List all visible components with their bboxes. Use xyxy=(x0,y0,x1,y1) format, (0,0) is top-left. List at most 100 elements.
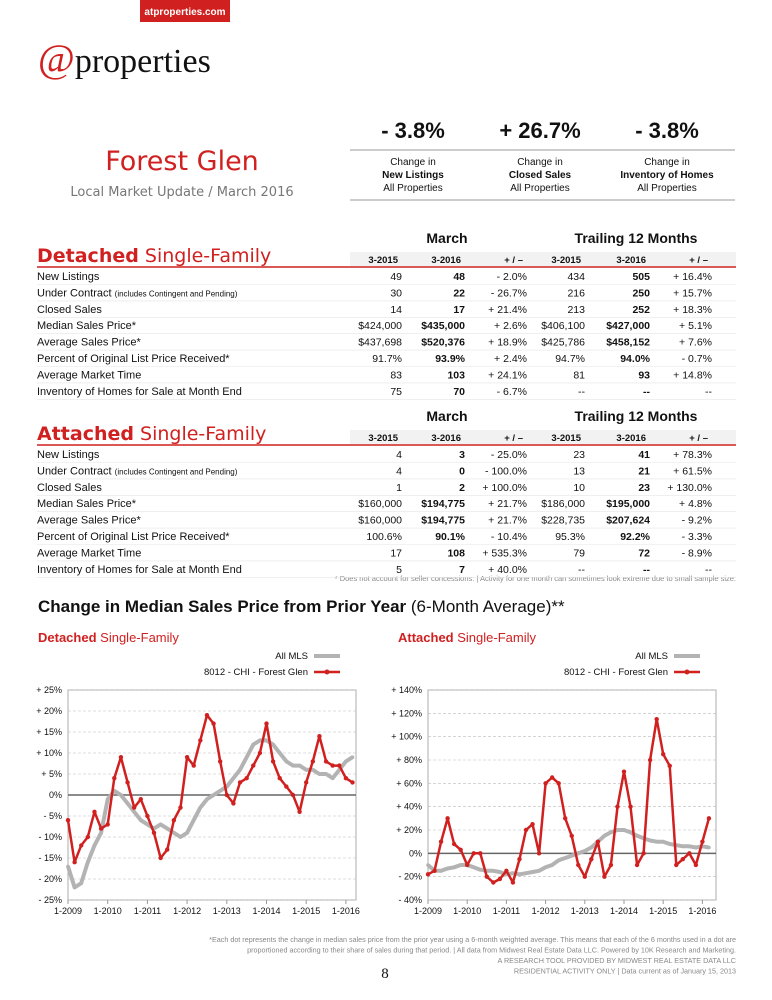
series-dot xyxy=(290,792,296,798)
series-dot xyxy=(524,871,528,875)
cell: + 4.8% xyxy=(679,498,712,510)
series-dot xyxy=(145,822,150,827)
series-dot xyxy=(284,759,289,764)
row-label-text: Inventory of Homes for Sale at Month End xyxy=(37,564,242,576)
x-tick-label: 1-2010 xyxy=(453,906,481,916)
series-dot xyxy=(277,776,282,781)
y-tick-label: + 5% xyxy=(41,769,62,779)
legend-label: All MLS xyxy=(275,651,308,662)
table-title-rest: Single-Family xyxy=(145,245,271,267)
legend-dot xyxy=(684,669,690,675)
series-dot xyxy=(478,867,483,872)
y-tick-label: - 10% xyxy=(38,832,62,842)
series-dot xyxy=(517,872,522,877)
series-dot xyxy=(556,781,561,786)
page-title: Forest Glen xyxy=(105,146,259,177)
cell: 17 xyxy=(453,304,465,316)
cell: 70 xyxy=(453,386,465,398)
footer-line: RESIDENTIAL ACTIVITY ONLY | Data current… xyxy=(514,967,736,976)
charts-title: Change in Median Sales Price from Prior … xyxy=(38,597,565,616)
series-dot xyxy=(251,763,256,768)
cell: 100.6% xyxy=(366,531,402,543)
column-header: 3-2016 xyxy=(431,433,461,444)
cell: 17 xyxy=(390,547,402,559)
cell: - 26.7% xyxy=(491,287,527,299)
series-dot xyxy=(224,792,229,798)
summary-line: All Properties xyxy=(637,183,696,194)
chart-title-bold: Detached xyxy=(38,630,97,645)
column-header: 3-2016 xyxy=(616,433,646,444)
column-header: 3-2015 xyxy=(368,255,398,266)
cell: $194,775 xyxy=(421,498,465,510)
summary-line: All Properties xyxy=(510,183,569,194)
series-dot xyxy=(654,716,659,722)
series-dot xyxy=(251,742,256,747)
cell: -- xyxy=(578,564,585,576)
summary-value: - 3.8% xyxy=(635,118,699,143)
row-label-note: (includes Contingent and Pending) xyxy=(115,467,238,476)
row-label-text: Under Contract xyxy=(37,465,112,477)
cell: 92.2% xyxy=(620,531,650,543)
series-dot xyxy=(304,780,309,785)
series-dot xyxy=(317,734,322,739)
row-label-text: Closed Sales xyxy=(37,304,102,316)
row-label-text: New Listings xyxy=(37,449,100,461)
row-label-text: Average Sales Price* xyxy=(37,515,141,527)
cell: 250 xyxy=(632,287,650,299)
series-dot xyxy=(550,863,554,867)
table-title: Detached Single-Family xyxy=(37,245,271,267)
cell: 94.7% xyxy=(555,353,585,365)
series-dot xyxy=(654,839,659,844)
series-dot xyxy=(439,869,443,873)
row-label: Average Market Time xyxy=(37,369,141,381)
cell: 30 xyxy=(390,287,402,299)
x-tick-label: 1-2009 xyxy=(414,906,442,916)
cell: -- xyxy=(705,564,712,576)
row-label-text: Median Sales Price* xyxy=(37,498,137,510)
row-label: Average Sales Price* xyxy=(37,337,141,349)
series-dot xyxy=(445,866,450,871)
series-dot xyxy=(693,862,699,868)
cell: + 21.7% xyxy=(488,515,527,527)
series-dot xyxy=(79,881,84,885)
y-tick-label: + 10% xyxy=(36,748,62,758)
cell: $194,775 xyxy=(421,515,465,527)
series-dot xyxy=(119,793,123,797)
series-dot xyxy=(458,863,463,867)
series-dot xyxy=(238,768,242,772)
series-dot xyxy=(576,862,581,868)
legend-label: 8012 - CHI - Forest Glen xyxy=(564,667,668,678)
cell: 3 xyxy=(459,449,465,461)
site-tag-text: atproperties.com xyxy=(144,7,225,18)
column-header: 3-2015 xyxy=(368,433,398,444)
x-tick-label: 1-2013 xyxy=(213,906,241,916)
table-note: * Does not account for seller concession… xyxy=(335,574,736,583)
cell: -- xyxy=(643,564,650,576)
cell: + 16.4% xyxy=(673,271,712,283)
series-dot xyxy=(445,816,450,821)
summary-value: - 3.8% xyxy=(381,118,445,143)
table-title-rest: Single-Family xyxy=(140,423,266,445)
series-dot xyxy=(471,865,476,870)
column-header: + / – xyxy=(689,433,708,444)
series-dot xyxy=(264,721,269,726)
cell: - 8.9% xyxy=(682,547,712,559)
cell: 213 xyxy=(567,304,585,316)
series-dot xyxy=(211,721,216,726)
row-label: Percent of Original List Price Received* xyxy=(37,531,230,543)
series-dot xyxy=(66,864,70,869)
series-dot xyxy=(158,822,163,827)
series-dot xyxy=(510,880,516,885)
series-dot xyxy=(687,851,692,856)
cell: 14 xyxy=(390,304,402,316)
series-dot xyxy=(138,797,143,802)
summary-value: + 26.7% xyxy=(499,118,580,143)
row-label-text: Average Market Time xyxy=(37,369,141,381)
cell: - 6.7% xyxy=(497,386,527,398)
series-dot xyxy=(185,831,189,835)
cell: 79 xyxy=(573,547,585,559)
row-label: Average Market Time xyxy=(37,547,141,559)
series-dot xyxy=(92,843,97,848)
series-dot xyxy=(471,851,476,856)
series-dot xyxy=(517,856,522,862)
